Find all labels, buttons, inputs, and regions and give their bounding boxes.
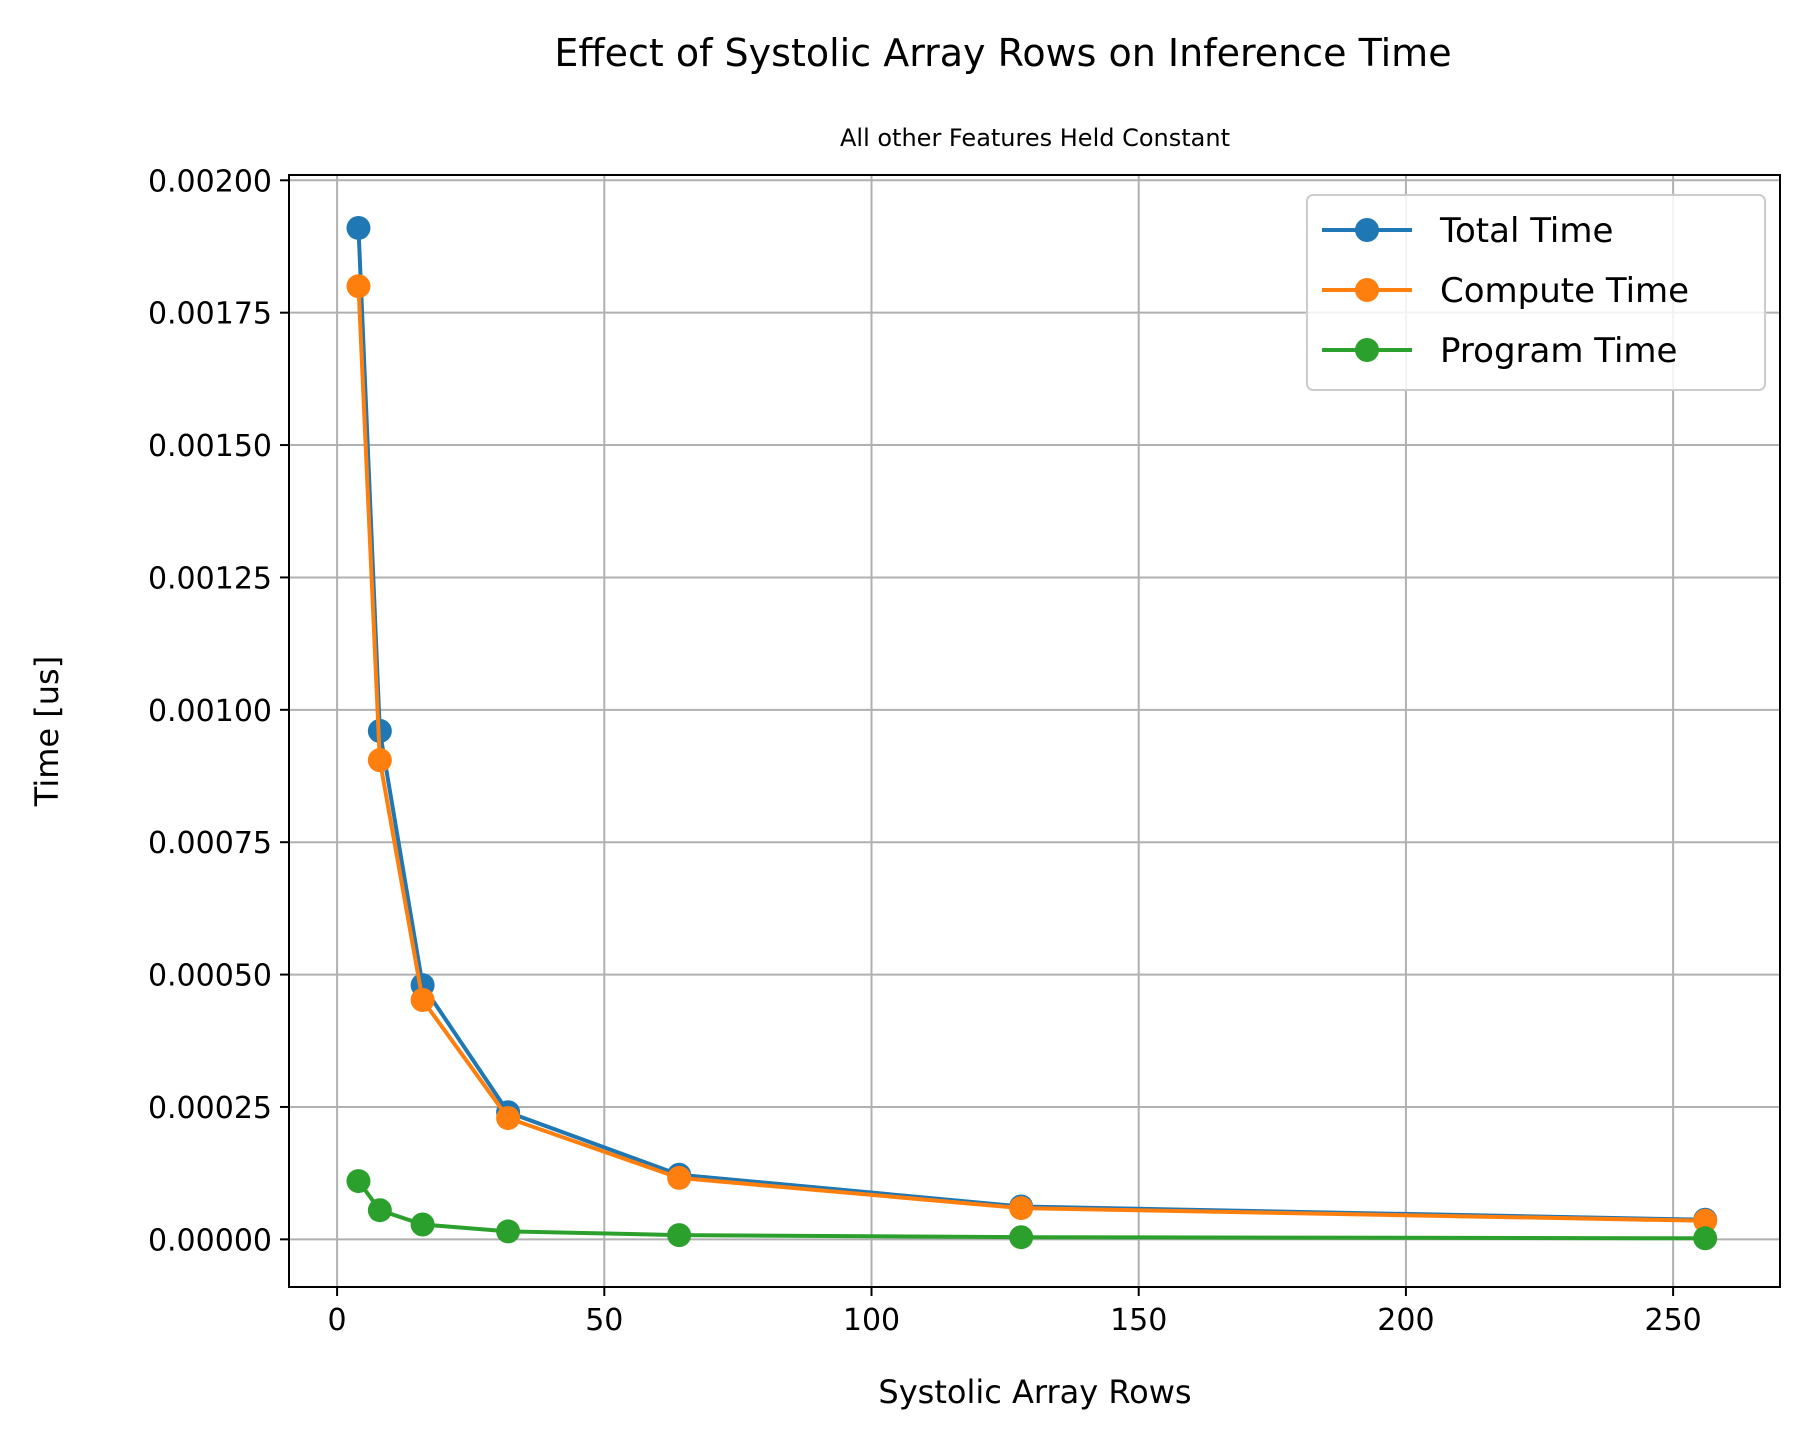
y-axis-ticks: 0.00000 0.00025 0.00050 0.00075 0.00100 0.001… [148,164,289,1258]
series-program-time [346,1169,1718,1251]
legend: Total Time Compute Time Program Time [1306,194,1766,391]
data-point [496,1106,521,1131]
data-point [410,987,435,1012]
y-tick-label: 0.00025 [148,1091,272,1126]
data-point [367,1198,392,1223]
legend-marker [1355,338,1379,362]
chart-title: Effect of Systolic Array Rows on Inferen… [554,31,1451,75]
chart-subtitle: All other Features Held Constant [840,124,1230,152]
x-tick-label: 0 [328,1303,347,1338]
legend-label: Compute Time [1440,271,1689,311]
x-axis-label: Systolic Array Rows [878,1373,1191,1411]
x-tick-label: 250 [1644,1303,1701,1338]
legend-marker [1355,278,1379,302]
data-point [1693,1226,1718,1251]
data-point [1009,1225,1034,1250]
x-tick-label: 50 [585,1303,623,1338]
y-tick-label: 0.00200 [148,164,272,199]
x-tick-label: 200 [1377,1303,1434,1338]
y-tick-label: 0.00150 [148,429,272,464]
y-tick-label: 0.00125 [148,561,272,596]
y-tick-label: 0.00050 [148,959,272,994]
y-tick-label: 0.00175 [148,297,272,332]
legend-marker [1355,218,1379,242]
data-point [496,1219,521,1244]
y-tick-label: 0.00000 [148,1223,272,1258]
plot-frame [288,174,1781,1288]
y-tick-label: 0.00075 [148,826,272,861]
legend-label: Program Time [1440,331,1677,371]
series-line [356,286,1706,1223]
x-tick-label: 150 [1110,1303,1167,1338]
data-point [410,1212,435,1237]
legend-label: Total Time [1439,211,1613,251]
y-tick-label: 0.00100 [148,694,272,729]
data-point [346,274,371,299]
data-point [1009,1196,1034,1221]
data-point [1693,1208,1718,1233]
x-tick-label: 100 [843,1303,900,1338]
data-point [667,1223,692,1248]
data-point [367,748,392,773]
data-point [346,215,371,240]
data-point [346,1169,371,1194]
series-group [346,215,1718,1251]
y-axis-label: Time [us] [28,656,66,807]
series-compute-time [346,274,1718,1233]
data-point [667,1165,692,1190]
legend-box [1306,194,1766,391]
x-axis-ticks: 0 50 100 150 200 250 [328,1287,1702,1338]
